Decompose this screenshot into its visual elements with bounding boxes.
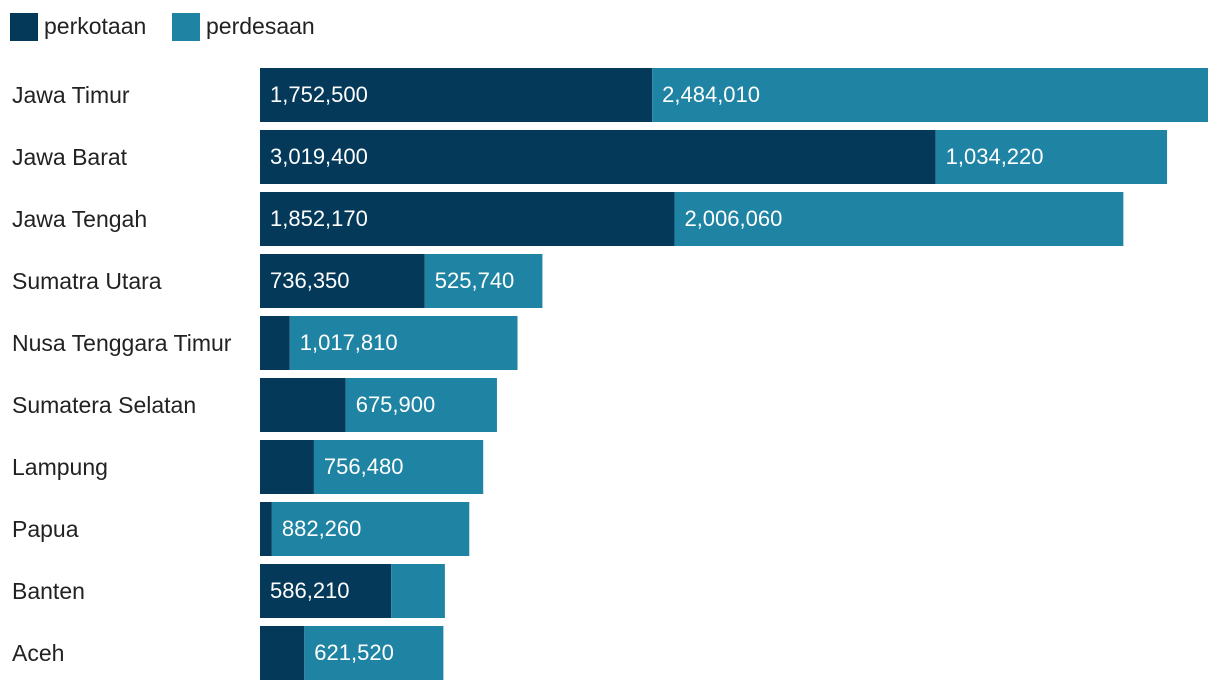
category-label-sumatra-utara: Sumatra Utara <box>12 268 162 294</box>
bar-perkotaan-sumatra-utara <box>260 254 425 308</box>
value-label-perkotaan-banten: 586,210 <box>270 578 350 603</box>
value-label-perkotaan-jawa-timur: 1,752,500 <box>270 82 368 107</box>
bar-perkotaan-nusa-tenggara-timur <box>260 316 290 370</box>
legend-label-perkotaan: perkotaan <box>44 13 146 39</box>
value-label-perkotaan-jawa-tengah: 1,852,170 <box>270 206 368 231</box>
bar-perkotaan-jawa-barat <box>260 130 936 184</box>
category-label-jawa-timur: Jawa Timur <box>12 82 130 108</box>
bar-perkotaan-lampung <box>260 440 314 494</box>
category-label-sumatera-selatan: Sumatera Selatan <box>12 392 196 418</box>
bar-perdesaan-nusa-tenggara-timur <box>289 316 518 370</box>
category-label-papua: Papua <box>12 516 79 542</box>
bar-perkotaan-sumatera-selatan <box>260 378 346 432</box>
value-label-perdesaan-nusa-tenggara-timur: 1,017,810 <box>300 330 398 355</box>
bar-perkotaan-papua <box>260 502 272 556</box>
bar-perdesaan-aceh <box>304 626 444 680</box>
category-label-aceh: Aceh <box>12 640 64 666</box>
value-label-perdesaan-jawa-barat: 1,034,220 <box>946 144 1044 169</box>
bar-perkotaan-banten <box>260 564 392 618</box>
bar-perdesaan-jawa-barat <box>935 130 1168 184</box>
category-label-lampung: Lampung <box>12 454 108 480</box>
bar-perdesaan-papua <box>271 502 470 556</box>
legend-swatch-perkotaan <box>10 13 38 41</box>
legend: perkotaan perdesaan <box>10 13 315 41</box>
value-label-perdesaan-jawa-tengah: 2,006,060 <box>684 206 782 231</box>
category-label-jawa-barat: Jawa Barat <box>12 144 128 170</box>
category-label-nusa-tenggara-timur: Nusa Tenggara Timur <box>12 330 232 356</box>
bar-perkotaan-jawa-tengah <box>260 192 675 246</box>
bar-perdesaan-lampung <box>313 440 484 494</box>
bar-perdesaan-jawa-tengah <box>674 192 1124 246</box>
value-label-perdesaan-lampung: 756,480 <box>324 454 404 479</box>
legend-label-perdesaan: perdesaan <box>206 13 315 39</box>
value-label-perdesaan-sumatera-selatan: 675,900 <box>356 392 436 417</box>
value-label-perkotaan-sumatra-utara: 736,350 <box>270 268 350 293</box>
value-label-perdesaan-papua: 882,260 <box>282 516 362 541</box>
bar-perdesaan-jawa-timur <box>652 68 1208 122</box>
bar-perkotaan-aceh <box>260 626 305 680</box>
category-label-jawa-tengah: Jawa Tengah <box>12 206 147 232</box>
value-label-perdesaan-jawa-timur: 2,484,010 <box>662 82 760 107</box>
bar-perdesaan-sumatera-selatan <box>345 378 497 432</box>
value-label-perkotaan-jawa-barat: 3,019,400 <box>270 144 368 169</box>
legend-swatch-perdesaan <box>172 13 200 41</box>
value-label-perdesaan-sumatra-utara: 525,740 <box>435 268 515 293</box>
bars: 1,752,500 2,484,010 3,019,400 1,034,220 1,85… <box>260 68 1208 680</box>
value-label-perdesaan-aceh: 621,520 <box>314 640 394 665</box>
category-label-banten: Banten <box>12 578 85 604</box>
bar-perdesaan-banten <box>391 564 445 618</box>
category-labels: Jawa Timur Jawa Barat Jawa Tengah Sumatra U… <box>12 82 232 666</box>
bar-perdesaan-sumatra-utara <box>424 254 543 308</box>
bar-perkotaan-jawa-timur <box>260 68 653 122</box>
